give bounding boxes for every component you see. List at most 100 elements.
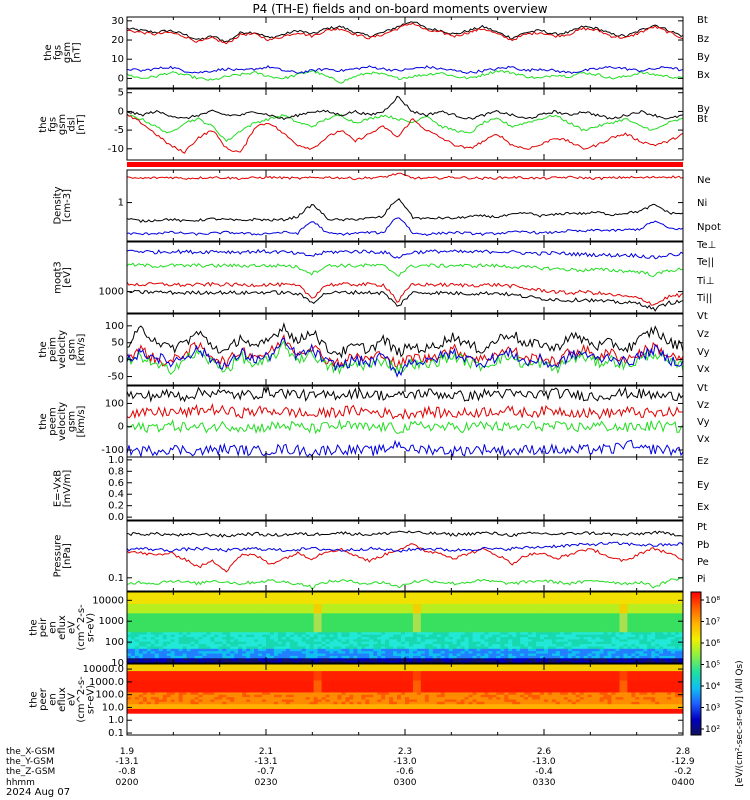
svg-text:[nT]: [nT]	[71, 42, 82, 62]
svg-text:(cm^2-s-: (cm^2-s-	[76, 604, 87, 651]
legend-vz: Vz	[697, 400, 709, 411]
y-tick-label: 1.0	[108, 455, 124, 466]
legend-bt: Bt	[697, 15, 708, 26]
series-bt	[126, 95, 684, 121]
x-tick-label: 2.8	[676, 747, 691, 757]
y-tick-label: 10000	[92, 595, 124, 606]
svg-text:velocity: velocity	[57, 330, 68, 369]
svg-text:gsm: gsm	[62, 42, 73, 63]
flag-bar	[127, 162, 683, 167]
x-tick-label: -0.2	[674, 767, 692, 777]
y-tick-label: 30	[111, 16, 124, 27]
x-tick-label: 2.1	[259, 747, 273, 757]
panel-density: 1 Density[cm-3] Ne Ni Npot	[52, 169, 721, 242]
x-tick-label: 2.3	[398, 747, 412, 757]
panel-frame	[126, 241, 684, 314]
series-bx	[126, 65, 684, 75]
legend-pe: Pe	[697, 557, 709, 568]
colorbar-scale	[690, 591, 702, 736]
x-tick-label: -12.9	[671, 757, 695, 767]
y-tick-label: 0	[118, 73, 124, 84]
y-tick-label: 1000.0	[89, 677, 124, 688]
legend-ti||: Ti||	[696, 293, 712, 304]
y-tick-label: 50	[111, 338, 124, 349]
y-tick-label: 1000	[99, 616, 124, 627]
svg-text:gsm: gsm	[57, 114, 68, 135]
svg-text:sr-eV): sr-eV)	[86, 613, 97, 642]
legend-vy: Vy	[697, 417, 710, 428]
series-te⊥	[126, 248, 684, 260]
y-tick-label: -100	[101, 445, 124, 456]
svg-text:eV: eV	[67, 621, 78, 634]
y-tick-label: 100	[105, 321, 124, 332]
y-tick-label: 0.1	[108, 573, 124, 584]
y-tick-label: 1.0	[108, 715, 124, 726]
y-tick-label: 0.0	[108, 512, 124, 523]
svg-text:velocity: velocity	[57, 402, 68, 441]
colorbar-tick: 10⁷	[705, 618, 720, 628]
y-tick-label: 5	[118, 88, 124, 99]
series-pt	[126, 530, 684, 538]
series-ti⊥	[126, 281, 684, 306]
legend-by: By	[697, 104, 710, 115]
x-axis: the_X-GSMthe_Y-GSMthe_Z-GSMhhmm1.9-13.1-…	[6, 747, 695, 788]
legend-vt: Vt	[697, 383, 708, 394]
svg-text:peir: peir	[38, 617, 49, 637]
svg-text:eflux: eflux	[57, 615, 68, 640]
legend-ex: Ex	[697, 502, 709, 513]
y-tick-label: 10.0	[102, 702, 124, 713]
y-tick-label: 20	[111, 35, 124, 46]
x-tick-label: 0200	[116, 778, 139, 788]
y-tick-label: -10	[108, 144, 124, 155]
series-pb	[126, 543, 684, 573]
x-tick-label: 1.9	[120, 747, 135, 757]
y-tick-label: 0.2	[108, 501, 124, 512]
svg-text:Pressure: Pressure	[52, 535, 63, 578]
y-tick-label: 0	[118, 355, 124, 366]
svg-text:[cm-3]: [cm-3]	[62, 189, 73, 222]
legend-ey: Ey	[697, 480, 709, 491]
x-tick-label: -0.6	[396, 767, 414, 777]
colorbar-label: [eV/(cm²-sec-sr-eV)] (All Qs)	[735, 660, 745, 786]
y-axis-label: moqt3[eV]	[52, 261, 73, 294]
svg-text:dsl: dsl	[67, 117, 78, 131]
y-tick-label: 1000	[99, 287, 124, 298]
panel-peir_eflux: 10000 1000 100 10 thepeirenefluxeV(cm^2-s-sr…	[29, 591, 684, 669]
svg-text:[eV]: [eV]	[62, 267, 73, 288]
legend-pb: Pb	[697, 540, 709, 551]
series-vx	[126, 439, 684, 459]
svg-text:[nT]: [nT]	[76, 114, 87, 134]
x-tick-label: -13.1	[115, 757, 138, 767]
x-tick-label: -0.7	[257, 767, 275, 777]
y-tick-label: 100	[105, 637, 124, 648]
legend-by: By	[697, 52, 710, 63]
legend-bx: Bx	[697, 70, 710, 81]
svg-text:the: the	[38, 116, 49, 132]
y-tick-label: -50	[108, 372, 124, 383]
series-vx	[126, 337, 684, 378]
y-tick-label: 0.8	[108, 466, 124, 477]
panel-temperature: 1000 moqt3[eV] Te⊥ Te|| Ti⊥ Ti||	[52, 240, 716, 314]
svg-text:fgs: fgs	[48, 117, 59, 132]
colorbar-tick: 10⁸	[705, 596, 720, 606]
y-axis-label: E=-VxB[mV/m]	[52, 470, 73, 508]
svg-text:gsm: gsm	[67, 339, 78, 360]
svg-text:peim: peim	[48, 337, 59, 362]
svg-text:[nPa]: [nPa]	[62, 543, 73, 569]
x-tick-label: -13.0	[532, 757, 556, 767]
y-axis-label: Pressure[nPa]	[52, 535, 73, 578]
chart-title: P4 (TH-E) fields and on-board moments ov…	[252, 2, 547, 16]
x-tick-label: 0330	[533, 778, 556, 788]
svg-text:[mV/m]: [mV/m]	[62, 470, 73, 508]
spectrogram-peir_eflux	[127, 592, 684, 664]
legend-vx: Vx	[697, 434, 710, 445]
x-tick-label: -13.1	[254, 757, 277, 767]
legend-ne: Ne	[697, 175, 711, 186]
panel-frame	[126, 520, 684, 592]
